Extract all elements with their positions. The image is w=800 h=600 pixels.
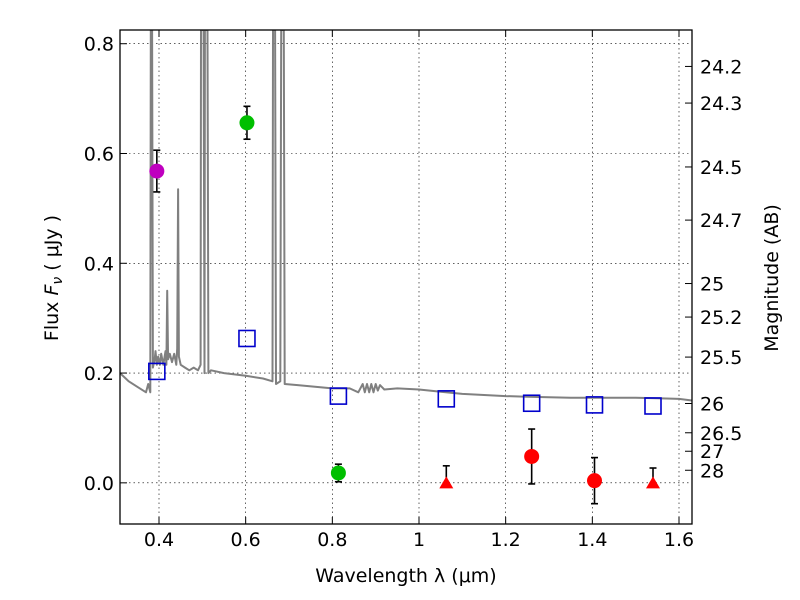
x-axis-label: Wavelength λ (μm)	[315, 565, 496, 587]
model-spectrum-line	[120, 30, 692, 402]
y-axis-label: Flux Fν ( μJy )	[41, 215, 66, 341]
model-spectrum	[120, 30, 692, 402]
plot-frame	[119, 29, 693, 525]
x-tick-label: 1.2	[491, 529, 521, 551]
magnitude-tick-label: 24.7	[700, 210, 742, 232]
x-tick-label: 1.6	[664, 529, 694, 551]
model-photometry-square	[522, 394, 541, 413]
magnitude-tick-label: 25.5	[700, 347, 742, 369]
x-tick-label: 0.8	[317, 529, 347, 551]
model-photometry-square	[585, 396, 604, 414]
y-tick-label: 0.0	[84, 473, 114, 495]
green-data-point	[239, 115, 255, 131]
model-photometry-square	[329, 387, 348, 405]
red-data-point	[587, 473, 602, 489]
x-tick-label: 0.4	[144, 529, 174, 551]
purple-data-point	[149, 163, 165, 179]
magnitude-tick-label: 24.3	[700, 93, 742, 115]
magnitude-tick-label: 26.5	[700, 423, 742, 445]
model-photometry	[148, 329, 662, 415]
model-photometry-square	[437, 390, 456, 408]
y-tick-label: 0.4	[84, 253, 114, 275]
axis-ticks	[120, 30, 692, 524]
x-tick-labels: 0.4 0.6 0.8 1 1.2 1.4 1.6	[144, 529, 694, 551]
magnitude-tick-label: 25.2	[700, 307, 742, 329]
red-data-point	[524, 448, 540, 464]
magnitude-tick-label: 24.2	[700, 56, 742, 78]
y-tick-labels: 0.0 0.2 0.4 0.6 0.8	[84, 34, 114, 495]
model-photometry-square	[644, 397, 662, 415]
model-photometry-square	[238, 329, 256, 348]
x-tick-label: 0.6	[231, 529, 261, 551]
grid	[120, 30, 692, 524]
magnitude-tick-label: 28	[700, 460, 724, 482]
magnitude-tick-label: 27	[700, 441, 724, 463]
y-tick-label: 0.6	[84, 144, 114, 166]
green-data-point	[330, 465, 346, 481]
upper-limit-triangle	[439, 476, 454, 489]
y-tick-label: 0.8	[84, 34, 114, 56]
upper-limit-triangle	[646, 476, 660, 489]
x-tick-label: 1	[413, 529, 425, 551]
y2-axis-label: Magnitude (AB)	[761, 204, 783, 352]
magnitude-tick-label: 25	[700, 274, 724, 296]
magnitude-tick-label: 24.5	[700, 157, 742, 179]
observed-photometry	[149, 105, 660, 505]
model-photometry-square	[148, 362, 166, 381]
magnitude-tick-label: 26	[700, 393, 724, 415]
y-tick-label: 0.2	[84, 363, 114, 385]
x-tick-label: 1.4	[577, 529, 607, 551]
